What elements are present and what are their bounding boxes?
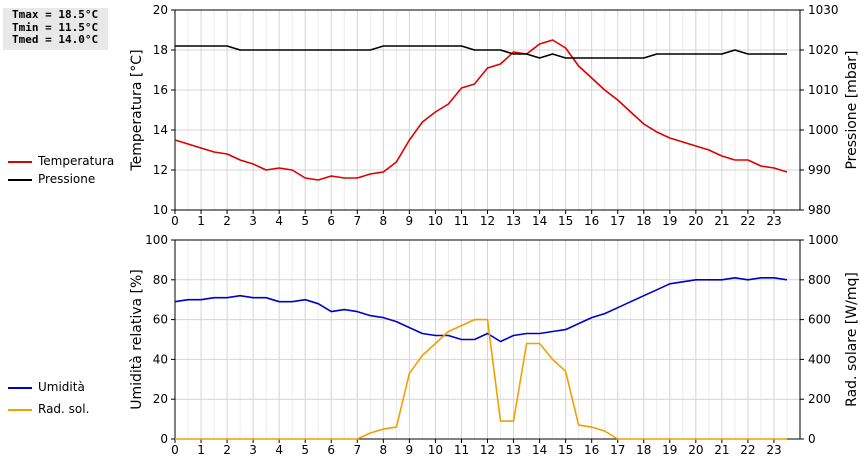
tmin-label: Tmin = 11.5°C	[12, 20, 99, 34]
top-y-tick-label: 14	[153, 123, 168, 137]
bottom-x-tick-label: 9	[406, 443, 414, 457]
top-y-tick-label: 16	[153, 83, 168, 97]
bottom-x-tick-label: 4	[275, 443, 283, 457]
top-x-tick-label: 12	[480, 214, 495, 228]
top-x-tick-label: 22	[740, 214, 755, 228]
bottom-y-tick-label: 20	[153, 392, 168, 406]
top-x-tick-label: 11	[454, 214, 469, 228]
top-series-1-line	[175, 45, 787, 59]
bottom-x-tick-label: 8	[380, 443, 388, 457]
top-x-tick-label: 7	[353, 214, 361, 228]
legend-pressure-label: Pressione	[38, 172, 96, 186]
bottom-x-tick-label: 3	[249, 443, 257, 457]
bottom-x-tick-label: 5	[301, 443, 309, 457]
top-x-tick-label: 18	[636, 214, 651, 228]
top-x-tick-label: 23	[766, 214, 781, 228]
top-x-tick-label: 1	[197, 214, 205, 228]
top-y-tick-label: 20	[153, 3, 168, 17]
bottom-x-tick-label: 18	[636, 443, 651, 457]
bottom-y2-tick-label: 0	[808, 432, 816, 446]
bottom-x-tick-label: 10	[428, 443, 443, 457]
top-x-tick-label: 9	[406, 214, 414, 228]
top-y2-tick-label: 1030	[808, 3, 839, 17]
top-x-tick-label: 0	[171, 214, 179, 228]
bottom-x-tick-label: 0	[171, 443, 179, 457]
bottom-y2-axis-label: Rad. solare [W/mq]	[844, 272, 860, 407]
bottom-x-tick-label: 22	[740, 443, 755, 457]
top-y2-tick-label: 980	[808, 203, 831, 217]
top-x-tick-label: 16	[584, 214, 599, 228]
bottom-x-tick-label: 15	[558, 443, 573, 457]
top-y-axis-label: Temperatura [°C]	[129, 49, 145, 171]
bottom-x-tick-label: 23	[766, 443, 781, 457]
bottom-x-tick-label: 6	[327, 443, 335, 457]
top-y2-axis-label: Pressione [mbar]	[844, 50, 860, 169]
top-y-tick-label: 10	[153, 203, 168, 217]
bottom-y-tick-label: 60	[153, 313, 168, 327]
bottom-x-tick-label: 21	[714, 443, 729, 457]
top-x-tick-label: 4	[275, 214, 283, 228]
bottom-y2-tick-label: 400	[808, 352, 831, 366]
top-x-tick-label: 8	[380, 214, 388, 228]
bottom-x-tick-label: 2	[223, 443, 231, 457]
bottom-x-tick-label: 17	[610, 443, 625, 457]
top-x-tick-label: 14	[532, 214, 547, 228]
bottom-y2-tick-label: 200	[808, 392, 831, 406]
legend-pressure-swatch	[8, 179, 32, 181]
bottom-y2-tick-label: 800	[808, 273, 831, 287]
top-x-tick-label: 19	[662, 214, 677, 228]
legend-temperature-swatch	[8, 161, 32, 163]
top-x-tick-label: 3	[249, 214, 257, 228]
bottom-series-0-line	[174, 276, 788, 343]
top-x-tick-label: 15	[558, 214, 573, 228]
legend-solar-label: Rad. sol.	[38, 402, 90, 416]
bottom-x-tick-label: 11	[454, 443, 469, 457]
legend-solar-swatch	[8, 409, 32, 411]
bottom-series-1-line	[175, 318, 787, 440]
bottom-y-tick-label: 0	[160, 432, 168, 446]
bottom-x-tick-label: 16	[584, 443, 599, 457]
bottom-x-tick-label: 1	[197, 443, 205, 457]
tmax-label: Tmax = 18.5°C	[12, 8, 99, 21]
bottom-y-tick-label: 40	[153, 352, 168, 366]
tmed-label: Tmed = 14.0°C	[12, 33, 99, 46]
top-series-0-line	[174, 39, 788, 181]
top-y2-tick-label: 1020	[808, 43, 839, 57]
top-y-tick-label: 12	[153, 163, 168, 177]
legend-humidity-label: Umidità	[38, 380, 85, 394]
stats-box: Tmax = 18.5°C Tmin = 11.5°C Tmed = 14.0°…	[3, 8, 108, 50]
legend-humidity-swatch	[8, 387, 32, 389]
bottom-y2-tick-label: 600	[808, 313, 831, 327]
top-x-tick-label: 13	[506, 214, 521, 228]
bottom-x-tick-label: 13	[506, 443, 521, 457]
top-x-tick-label: 20	[688, 214, 703, 228]
top-y2-tick-label: 990	[808, 163, 831, 177]
bottom-y-axis-label: Umidità relativa [%]	[129, 269, 145, 410]
bottom-x-tick-label: 7	[353, 443, 361, 457]
top-x-tick-label: 2	[223, 214, 231, 228]
top-y2-tick-label: 1010	[808, 83, 839, 97]
bottom-x-tick-label: 19	[662, 443, 677, 457]
bottom-y2-tick-label: 1000	[808, 233, 839, 247]
bottom-x-tick-label: 20	[688, 443, 703, 457]
top-x-tick-label: 10	[428, 214, 443, 228]
bottom-x-tick-label: 12	[480, 443, 495, 457]
bottom-y-tick-label: 80	[153, 273, 168, 287]
bottom-y-tick-label: 100	[145, 233, 168, 247]
bottom-x-tick-label: 14	[532, 443, 547, 457]
top-y2-tick-label: 1000	[808, 123, 839, 137]
legend-temperature-label: Temperatura	[38, 154, 115, 168]
bottom-chart	[171, 239, 804, 443]
top-x-tick-label: 17	[610, 214, 625, 228]
top-x-tick-label: 5	[301, 214, 309, 228]
top-chart	[171, 9, 804, 214]
top-x-tick-label: 6	[327, 214, 335, 228]
top-y-tick-label: 18	[153, 43, 168, 57]
top-x-tick-label: 21	[714, 214, 729, 228]
